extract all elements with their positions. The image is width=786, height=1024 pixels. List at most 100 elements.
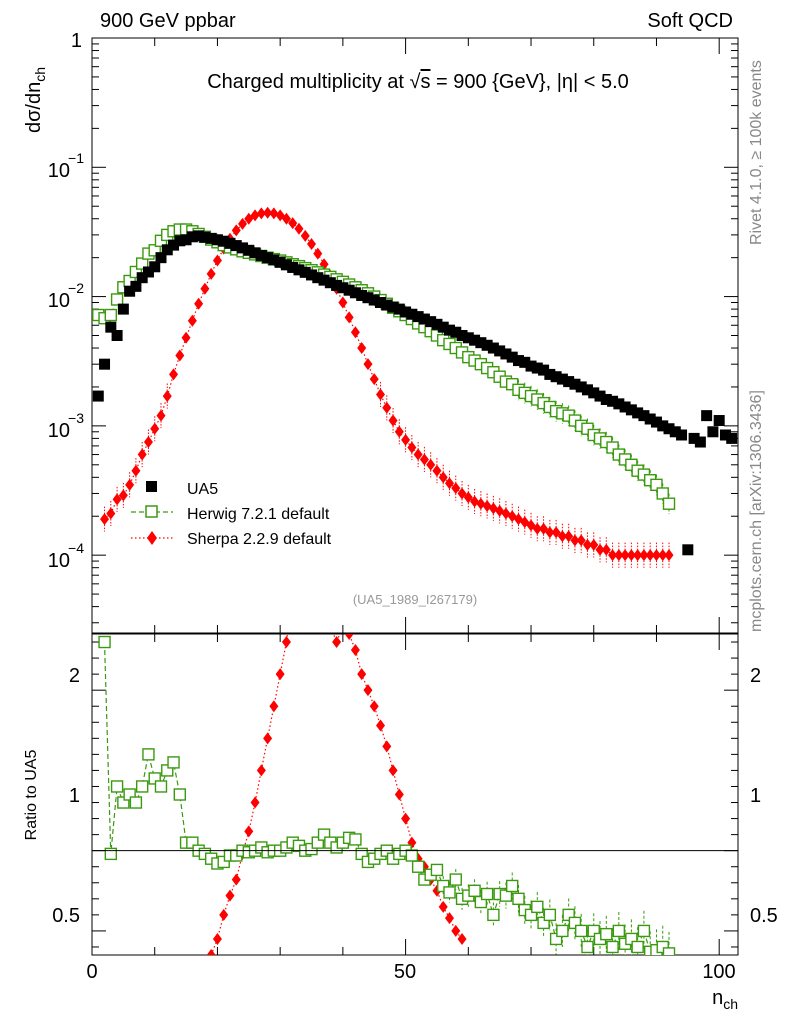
ua5-point: [149, 261, 161, 273]
ua5-point: [556, 373, 568, 385]
ua5-point: [343, 284, 355, 296]
ua5-point: [299, 266, 311, 278]
sherpa-point: [557, 530, 567, 543]
sherpa-point: [125, 478, 135, 491]
ua5-point: [544, 368, 556, 380]
sherpa-point: [595, 543, 605, 556]
herwig-ratio-point: [506, 879, 519, 893]
herwig-ratio-point: [173, 788, 187, 801]
ua5-point: [682, 544, 694, 556]
y-tick-label-1e-1: 10: [48, 160, 70, 182]
sherpa-ratio-point: [225, 889, 235, 902]
ua5-point: [174, 235, 186, 247]
herwig-ratio-point: [531, 900, 544, 914]
sherpa-point: [344, 311, 354, 324]
sherpa-point: [438, 471, 448, 484]
ratio-y-tick-labels-right: 0.5 1 2: [750, 665, 778, 927]
sherpa-point: [570, 534, 580, 547]
herwig-ratio-point: [468, 884, 481, 897]
ua5-point: [650, 416, 662, 428]
herwig-ratio-point: [311, 836, 324, 849]
ua5-point: [318, 274, 330, 286]
sherpa-ratio-point: [281, 636, 291, 649]
herwig-ratio-point: [625, 932, 638, 946]
sherpa-point: [426, 458, 436, 471]
sherpa-point: [112, 493, 122, 506]
ua5-point: [462, 332, 474, 344]
ua5-point: [237, 242, 249, 254]
herwig-ratio-point: [161, 764, 174, 777]
sherpa-ratio-point: [294, 556, 303, 568]
sherpa-point: [413, 448, 423, 461]
herwig-ratio-point: [355, 847, 368, 861]
herwig-ratio-point: [512, 892, 525, 906]
ua5-point: [613, 398, 625, 410]
sherpa-point: [564, 530, 574, 543]
sherpa-point: [601, 543, 611, 556]
ua5-point: [180, 234, 192, 246]
ua5-point: [92, 390, 104, 402]
sherpa-point: [401, 433, 411, 446]
ua5-point: [337, 282, 349, 294]
herwig-ratio-point: [637, 924, 651, 938]
ua5-point: [393, 303, 405, 315]
header-energy-label: 900 GeV ppbar: [100, 10, 236, 32]
sherpa-point: [444, 477, 454, 490]
herwig-ratio-point: [543, 908, 557, 922]
ua5-point: [306, 269, 318, 281]
sherpa-point: [100, 513, 110, 526]
sherpa-point: [181, 331, 191, 344]
rivet-version-label: Rivet 4.1.0, ≥ 100k events: [748, 60, 765, 245]
ua5-point: [563, 376, 575, 388]
ua5-point: [688, 432, 700, 444]
ua5-point: [230, 240, 242, 252]
ua5-point: [443, 324, 455, 336]
sherpa-point: [313, 247, 323, 260]
herwig-ratio-point: [568, 916, 582, 930]
sherpa-point: [338, 296, 348, 309]
sherpa-point: [645, 549, 655, 562]
herwig-point: [110, 293, 124, 306]
herwig-point: [581, 422, 594, 435]
sherpa-point: [382, 401, 392, 414]
sherpa-point: [614, 549, 624, 562]
sherpa-point: [407, 441, 417, 454]
herwig-ratio-point: [474, 895, 488, 909]
ua5-point: [280, 259, 292, 271]
herwig-ratio-point: [575, 924, 588, 938]
sherpa-ratio-line: [210, 634, 463, 955]
title-part-before: Charged multiplicity at: [207, 71, 409, 93]
ua5-point: [669, 426, 681, 438]
herwig-line: [98, 228, 670, 505]
sherpa-point: [626, 549, 636, 562]
sherpa-ratio-point: [288, 588, 297, 600]
herwig-ratio-point: [581, 940, 594, 954]
herwig-ratio-point: [405, 849, 419, 862]
herwig-ratio-point: [167, 756, 180, 769]
sherpa-ratio-point: [451, 924, 461, 937]
ratio-y-tick-label-right-0.5: 0.5: [750, 905, 778, 927]
sherpa-point: [169, 368, 179, 381]
ua5-point: [293, 264, 305, 276]
legend-label-ua5: UA5: [187, 481, 218, 498]
main-series-layer: [92, 206, 738, 568]
sherpa-point: [388, 414, 398, 427]
ua5-point: [211, 234, 223, 246]
sherpa-point: [582, 538, 592, 551]
ua5-point: [487, 342, 499, 354]
sherpa-point: [432, 464, 442, 477]
ua5-point: [312, 272, 324, 284]
herwig-ratio-point: [656, 940, 669, 954]
ua5-point: [375, 296, 387, 308]
ratio-y-axis-label: Ratio to UA5: [23, 750, 40, 841]
herwig-ratio-point: [317, 828, 331, 841]
legend-marker-herwig: [145, 505, 158, 518]
legend: UA5 Herwig 7.2.1 default Sherpa 2.2.9 de…: [131, 481, 332, 548]
legend-label-herwig: Herwig 7.2.1 default: [187, 506, 330, 523]
y-tick-label-1e-4-exp: −4: [68, 540, 84, 556]
ua5-point: [262, 252, 274, 264]
herwig-ratio-point: [449, 873, 462, 886]
y-tick-label-1e-3-exp: −3: [68, 410, 84, 426]
sherpa-point: [664, 549, 674, 562]
herwig-ratio-point: [487, 908, 500, 922]
